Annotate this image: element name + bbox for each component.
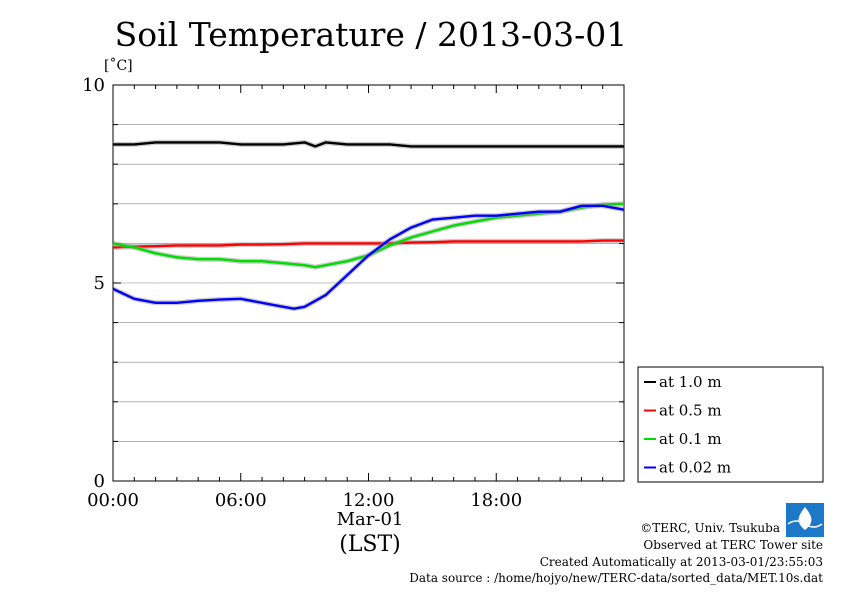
y-tick-label: 10 (82, 75, 105, 96)
y-tick-label: 0 (94, 471, 105, 492)
legend-box (637, 366, 824, 483)
y-tick-label: 5 (94, 273, 105, 294)
copyright-text: ©TERC, Univ. Tsukuba (640, 521, 780, 535)
x-tick-label: 00:00 (87, 490, 139, 511)
chart-title: Soil Temperature / 2013-03-01 (115, 15, 628, 54)
grid-lines (113, 124, 624, 442)
series-line-0 (113, 141, 624, 148)
data-source-text: Data source : /home/hojyo/new/TERC-data/… (409, 571, 823, 585)
wave-icon (787, 520, 823, 528)
x-axis-zone-label: (LST) (339, 532, 401, 557)
series-lines (111, 139, 625, 312)
series-line-1 (112, 239, 624, 249)
y-axis-unit-label: [˚C] (104, 57, 133, 74)
legend: at 1.0 m at 0.5 m at 0.1 m at 0.02 m (637, 366, 824, 483)
x-tick-label: 06:00 (215, 490, 267, 511)
water-drop-icon (798, 507, 812, 530)
x-tick-label: 18:00 (470, 490, 522, 511)
x-tick-label: 12:00 (343, 490, 395, 511)
legend-label-3: at 0.02 m (659, 459, 731, 477)
terc-logo (786, 503, 824, 537)
legend-label-2: at 0.1 m (659, 430, 722, 448)
legend-label-0: at 1.0 m (659, 373, 722, 391)
series-line-3 (112, 204, 625, 310)
legend-label-1: at 0.5 m (659, 402, 722, 420)
created-text: Created Automatically at 2013-03-01/23:5… (540, 555, 823, 569)
observed-text: Observed at TERC Tower site (643, 538, 823, 552)
x-axis-date-label: Mar-01 (337, 509, 404, 530)
